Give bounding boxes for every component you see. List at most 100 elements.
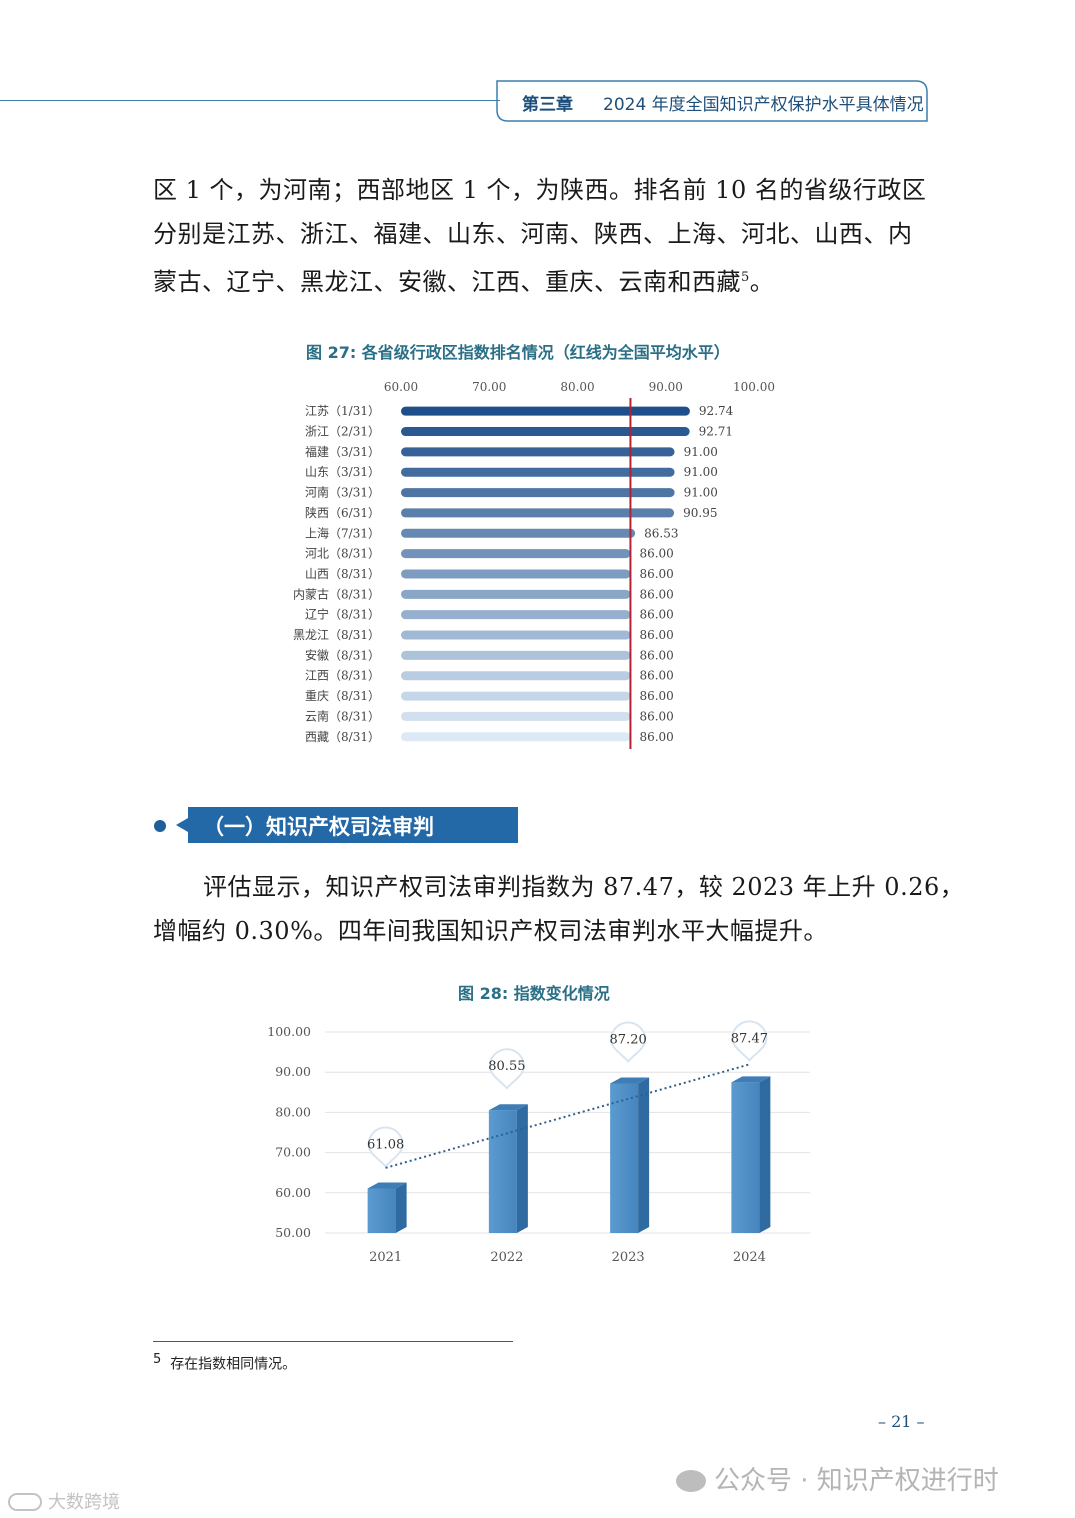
category-label: 安徽（8/31） — [305, 647, 380, 662]
header-frame — [496, 80, 928, 122]
footnote: 5 存在指数相同情况。 — [153, 1352, 296, 1374]
category-label: 河南（3/31） — [305, 485, 380, 500]
x-tick-label: 70.00 — [472, 380, 506, 394]
category-label: 山西（8/31） — [305, 567, 380, 581]
column-top — [731, 1076, 771, 1083]
category-label: 辽宁（8/31） — [305, 607, 380, 622]
figure28-chart: 100.00 90.00 80.00 70.00 60.00 50.00 2021 61.08… — [267, 1020, 810, 1265]
callout-bubble — [610, 1021, 647, 1063]
value-label: 91.00 — [684, 486, 718, 500]
column-top — [367, 1182, 407, 1189]
column-side — [516, 1104, 528, 1233]
category-label: 西藏（8/31） — [305, 730, 380, 744]
footnote-text: 存在指数相同情况。 — [170, 1356, 297, 1373]
category-label: 内蒙古（8/31） — [293, 586, 380, 601]
value-label: 87.47 — [731, 1031, 768, 1046]
bar — [401, 569, 631, 579]
intro-line-3-text: 蒙古、辽宁、黑龙江、安徽、江西、重庆、云南和西藏 — [153, 268, 741, 296]
section-bullet — [154, 820, 166, 832]
value-callout: 80.55 — [488, 1048, 525, 1090]
bar — [401, 711, 631, 721]
value-label: 92.74 — [699, 404, 734, 418]
footnote-mark: 5 — [153, 1352, 162, 1367]
value-label: 61.08 — [367, 1137, 404, 1152]
footnote-ref[interactable]: 5 — [741, 270, 750, 285]
callout-bubble — [488, 1048, 525, 1090]
bar — [401, 528, 636, 538]
value-label: 86.00 — [639, 567, 673, 581]
x-tick-label: 80.00 — [560, 380, 594, 394]
column-top — [610, 1077, 650, 1084]
category-label: 浙江（2/31） — [305, 425, 380, 439]
value-callout: 61.08 — [367, 1126, 404, 1168]
bar — [401, 508, 675, 518]
value-label: 86.00 — [639, 608, 673, 622]
value-label: 86.00 — [639, 669, 673, 683]
column — [488, 1104, 528, 1233]
watermark-left-text: 大数跨境 — [48, 1492, 120, 1513]
trendline — [385, 1063, 750, 1169]
x-tick-label: 100.00 — [733, 380, 775, 394]
value-label: 86.00 — [639, 730, 673, 744]
y-tick-label: 60.00 — [275, 1185, 311, 1200]
value-label: 86.00 — [639, 648, 673, 662]
bar — [401, 589, 631, 599]
column-top — [488, 1104, 528, 1111]
value-label: 90.95 — [683, 506, 717, 520]
value-label: 86.00 — [639, 689, 673, 703]
intro-line-1: 区 1 个，为河南；西部地区 1 个，为陕西。排名前 10 名的省级行政区 — [153, 176, 927, 204]
bar — [401, 630, 631, 640]
category-label: 陕西（6/31） — [305, 505, 380, 520]
value-label: 91.00 — [684, 445, 718, 459]
page-number: – 21 – — [878, 1412, 925, 1431]
y-tick-label: 100.00 — [267, 1024, 311, 1039]
footnote-rule — [153, 1341, 513, 1342]
category-label: 2024 — [733, 1250, 766, 1265]
column-front — [610, 1083, 639, 1233]
y-tick-label: 70.00 — [275, 1145, 311, 1160]
column — [731, 1076, 771, 1233]
category-label: 2021 — [369, 1250, 402, 1265]
y-tick-label: 90.00 — [275, 1064, 311, 1079]
x-tick-label: 90.00 — [649, 380, 683, 394]
category-label: 2023 — [612, 1250, 645, 1265]
bar — [401, 732, 631, 742]
intro-line-2: 分别是江苏、浙江、福建、山东、河南、陕西、上海、河北、山西、内 — [153, 220, 913, 248]
section-banner — [176, 807, 518, 843]
value-label: 87.20 — [610, 1032, 647, 1047]
bar — [401, 406, 690, 416]
watermark-left: 大数跨境 — [8, 1488, 120, 1514]
section-title: （一）知识产权司法审判 — [203, 815, 434, 839]
body-line-2: 增幅约 0.30%。四年间我国知识产权司法审判水平大幅提升。 — [153, 917, 828, 945]
watermark-right: 公众号 · 知识产权进行时 — [676, 1460, 999, 1497]
figure27-title: 图 27: 各省级行政区指数排名情况（红线为全国平均水平） — [306, 343, 730, 362]
bar — [401, 650, 631, 660]
category-label: 江苏（1/31） — [305, 404, 380, 418]
bar — [401, 447, 675, 457]
value-label: 86.00 — [639, 587, 673, 601]
category-label: 云南（8/31） — [305, 708, 380, 723]
bar — [401, 488, 675, 498]
figure28-title: 图 28: 指数变化情况 — [458, 984, 610, 1003]
chapter-label: 第三章 — [522, 95, 573, 115]
bar — [401, 549, 631, 559]
header-rule — [0, 100, 500, 101]
category-label: 黑龙江（8/31） — [293, 628, 380, 642]
category-label: 福建（3/31） — [305, 444, 380, 459]
bar — [401, 671, 631, 681]
callout-bubble — [731, 1020, 768, 1062]
wechat-icon — [676, 1470, 706, 1492]
body-line-1: 评估显示，知识产权司法审判指数为 87.47，较 2023 年上升 0.26， — [203, 873, 965, 901]
x-tick-label: 60.00 — [384, 380, 418, 394]
category-label: 重庆（8/31） — [305, 689, 380, 703]
bar — [401, 691, 631, 701]
category-label: 江西（8/31） — [305, 669, 380, 683]
column-front — [488, 1110, 517, 1233]
bar — [401, 427, 690, 437]
value-label: 91.00 — [684, 465, 718, 479]
column-front — [367, 1188, 396, 1233]
figure27-chart: 60.00 70.00 80.00 90.00 100.00 江苏（1/31） 92.74 浙… — [293, 380, 775, 749]
y-tick-label: 80.00 — [275, 1104, 311, 1119]
column-side — [395, 1182, 407, 1233]
value-callout: 87.20 — [610, 1021, 647, 1063]
